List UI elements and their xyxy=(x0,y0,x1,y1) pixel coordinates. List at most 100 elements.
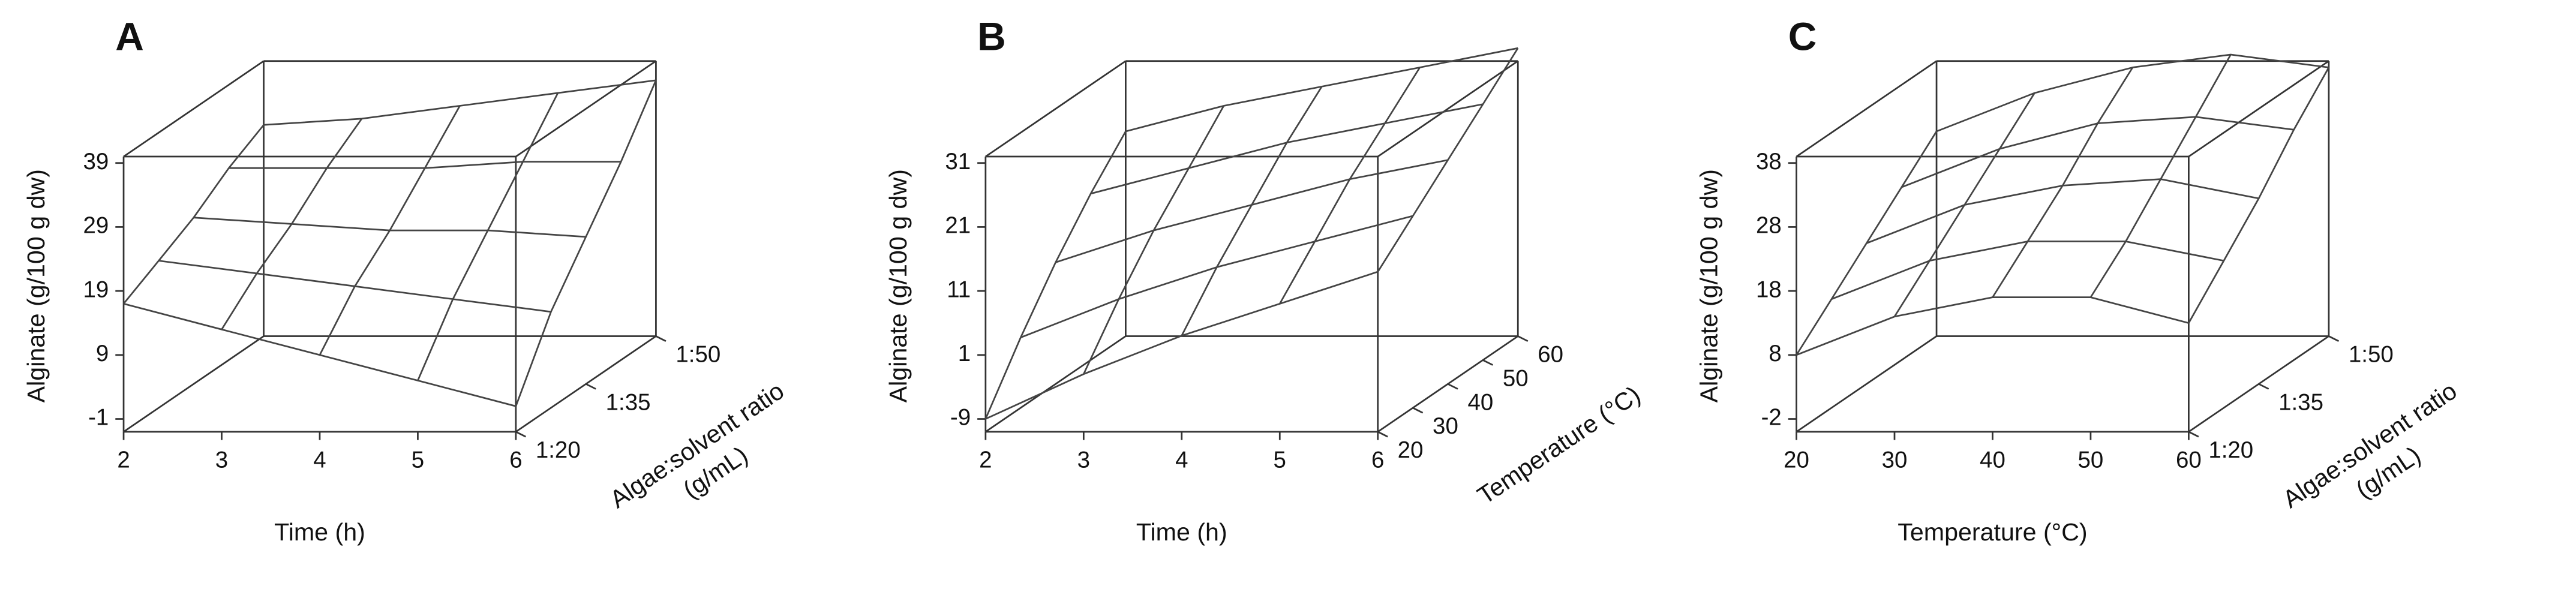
panel-label: C xyxy=(1788,14,1817,58)
surface-column xyxy=(515,80,657,407)
y-tick xyxy=(1482,359,1493,366)
panel: 2 3 4 5 6 -1 9 19 29 39 1:20 1:35 1:50 A Alginate (g/1… xyxy=(22,14,789,546)
surface-row xyxy=(1020,215,1413,338)
surface-column xyxy=(1377,47,1519,272)
z-tick-label: 38 xyxy=(1756,149,1782,175)
x-tick-label: 3 xyxy=(1077,447,1090,473)
box-edge xyxy=(1796,60,1937,158)
z-tick-label: -2 xyxy=(1761,405,1782,431)
y-tick xyxy=(2258,383,2269,390)
y-tick xyxy=(1517,335,1529,342)
surface-column xyxy=(1083,105,1225,375)
z-axis-title: Alginate (g/100 g dw) xyxy=(22,169,50,402)
panel-label: A xyxy=(115,14,144,58)
x-tick-label: 2 xyxy=(979,447,992,473)
y-axis-title: Temperature (°C) xyxy=(1473,380,1646,509)
y-tick-label: 1:50 xyxy=(2349,342,2394,368)
z-tick-label: 19 xyxy=(83,277,109,302)
x-tick-label: 60 xyxy=(2176,447,2202,473)
y-tick-label: 40 xyxy=(1467,389,1493,415)
z-tick-label: 1 xyxy=(958,341,971,366)
surface-row xyxy=(1866,178,2259,244)
surface-row xyxy=(1901,116,2294,188)
x-axis-title: Temperature (°C) xyxy=(1898,518,2087,546)
surface-row xyxy=(1936,53,2329,133)
panel-label: B xyxy=(977,14,1006,58)
x-tick-label: 5 xyxy=(412,447,424,473)
z-tick-label: 31 xyxy=(945,149,971,175)
x-tick-label: 4 xyxy=(313,447,326,473)
y-tick-label: 20 xyxy=(1398,437,1424,463)
surface-column xyxy=(1181,86,1323,336)
box-edge xyxy=(123,335,265,432)
box-edge xyxy=(123,60,265,158)
surface-column xyxy=(319,105,461,356)
z-tick-label: 9 xyxy=(96,341,109,366)
z-tick-label: 39 xyxy=(83,149,109,175)
x-axis-title: Time (h) xyxy=(274,518,365,546)
y-tick-label: 1:20 xyxy=(536,437,581,463)
y-tick xyxy=(586,383,596,390)
surface-row xyxy=(193,217,586,238)
box-edge xyxy=(1796,335,1937,432)
z-axis-title: Alginate (g/100 g dw) xyxy=(884,169,912,402)
x-tick-label: 6 xyxy=(509,447,522,473)
y-tick xyxy=(1447,383,1458,390)
y-tick-label: 50 xyxy=(1503,365,1529,391)
y-tick xyxy=(1412,407,1424,414)
surface-column xyxy=(122,124,265,305)
z-axis-title: Alginate (g/100 g dw) xyxy=(1695,169,1723,402)
surface-row xyxy=(1831,241,2224,300)
y-tick-label: 30 xyxy=(1433,413,1458,439)
x-axis-title: Time (h) xyxy=(1136,518,1227,546)
y-tick xyxy=(2188,431,2199,438)
box-edge xyxy=(515,60,657,158)
surface-column xyxy=(1992,67,2134,298)
surface-column xyxy=(1279,67,1421,305)
x-tick-label: 5 xyxy=(1274,447,1286,473)
z-tick-label: 28 xyxy=(1756,213,1782,239)
box-edge xyxy=(1377,60,1519,158)
surface-column xyxy=(1796,131,1938,356)
x-tick-label: 20 xyxy=(1784,447,1809,473)
surface-column xyxy=(2188,67,2330,324)
surface-row xyxy=(1055,159,1448,263)
x-tick-label: 6 xyxy=(1371,447,1384,473)
x-tick-label: 4 xyxy=(1175,447,1188,473)
x-tick-label: 3 xyxy=(215,447,228,473)
surface-row xyxy=(1796,296,2189,356)
surface-row xyxy=(1090,103,1484,195)
z-tick-label: 29 xyxy=(83,213,109,239)
y-tick xyxy=(2328,335,2340,342)
y-tick-label: 1:35 xyxy=(2278,389,2323,415)
z-tick-label: 18 xyxy=(1756,277,1782,302)
z-tick-label: 8 xyxy=(1769,341,1781,366)
box-edge xyxy=(2188,60,2329,158)
surface-column xyxy=(984,131,1127,419)
surface-row xyxy=(263,79,656,126)
surface-row xyxy=(985,271,1379,420)
x-tick-label: 2 xyxy=(117,447,130,473)
y-tick xyxy=(655,335,666,342)
x-tick-label: 30 xyxy=(1882,447,1908,473)
y-tick xyxy=(1377,431,1388,438)
x-tick-label: 50 xyxy=(2078,447,2104,473)
panel: 20 30 40 50 60 -2 8 18 28 38 1:20 1:35 1:50 C Alginate… xyxy=(1695,14,2462,546)
y-tick-label: 1:20 xyxy=(2208,437,2253,463)
z-tick-label: 21 xyxy=(945,213,971,239)
surface-column xyxy=(221,118,363,330)
y-tick-label: 60 xyxy=(1538,342,1563,368)
box-edge xyxy=(985,335,1127,432)
z-tick-label: -1 xyxy=(88,405,109,431)
y-tick-label: 1:50 xyxy=(675,342,720,368)
y-tick-label: 1:35 xyxy=(606,389,651,415)
surface-column xyxy=(2089,54,2232,298)
x-tick-label: 40 xyxy=(1980,447,2005,473)
y-tick xyxy=(515,431,526,438)
surface-column xyxy=(417,92,559,381)
z-tick-label: -9 xyxy=(950,405,971,431)
z-tick-label: 11 xyxy=(947,277,971,302)
